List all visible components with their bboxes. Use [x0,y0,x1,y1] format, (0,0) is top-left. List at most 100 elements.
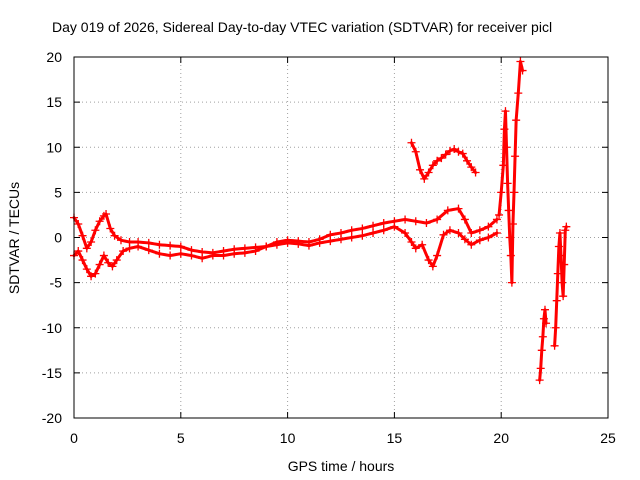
data-point [125,244,134,253]
data-point [294,239,303,248]
series-late-cluster-22-23h [550,222,571,350]
data-point [144,246,153,255]
data-point [484,233,493,242]
data-point [104,258,113,267]
y-tick-label: -5 [50,275,63,291]
data-point [262,242,271,251]
data-point [454,228,463,237]
data-point [102,210,111,219]
data-point [78,231,87,240]
series-spike-near-20h [495,57,527,287]
data-point [450,145,459,154]
data-point [536,364,545,373]
data-point [390,222,399,231]
data-point [82,265,91,274]
data-point [379,226,388,235]
data-point [538,332,547,341]
data-point [441,150,450,159]
data-point [502,143,511,152]
data-point [251,247,260,256]
data-point [561,226,570,235]
data-point [499,161,508,170]
data-point [537,346,546,355]
data-point [552,296,561,305]
data-point [540,305,549,314]
data-point [87,238,96,247]
data-point [428,161,437,170]
data-point [155,240,164,249]
data-point [407,138,416,147]
data-point [87,272,96,281]
data-point [497,188,506,197]
data-point [424,256,433,265]
x-tick-label: 20 [493,430,509,446]
data-point [95,260,104,269]
data-point [460,215,469,224]
data-point [304,241,313,250]
data-point [512,116,521,125]
data-point [454,147,463,156]
data-point [112,256,121,265]
data-point [230,249,239,258]
data-point [411,147,420,156]
data-point [219,251,228,260]
x-axis-label: GPS time / hours [288,458,395,474]
x-tick-label: 0 [70,430,78,446]
data-point [379,219,388,228]
data-point [492,215,501,224]
chart-title: Day 019 of 2026, Sidereal Day-to-day VTE… [52,19,552,35]
data-point [458,149,467,158]
y-tick-label: 20 [46,49,62,65]
data-point [208,251,217,260]
data-point [506,251,515,260]
data-point [443,206,452,215]
data-point [467,163,476,172]
data-point [428,262,437,271]
data-point [347,233,356,242]
y-tick-label: -20 [42,410,62,426]
data-point [144,238,153,247]
data-point [416,165,425,174]
series-upper-arc [407,138,480,183]
data-point [411,244,420,253]
data-point [484,222,493,231]
data-series [70,57,571,385]
y-tick-label: -15 [42,365,62,381]
data-point [516,57,525,66]
series-late-cluster-22h [535,305,551,385]
data-point [437,154,446,163]
data-point [475,226,484,235]
data-point [176,249,185,258]
data-point [439,230,448,239]
data-point [369,221,378,230]
data-point [463,156,472,165]
data-point [283,238,292,247]
data-point [511,152,520,161]
data-point [467,228,476,237]
data-point [134,242,143,251]
data-point [401,215,410,224]
data-point [554,242,563,251]
series-main-band-lower [70,222,501,281]
data-point [542,319,551,328]
data-point [420,174,429,183]
data-point [557,251,566,260]
data-point [116,236,125,245]
series-trace [497,60,525,285]
data-point [187,251,196,260]
data-point [411,217,420,226]
y-tick-label: 5 [54,184,62,200]
data-point [555,228,564,237]
data-point [503,179,512,188]
data-point [504,206,513,215]
data-point [337,235,345,244]
data-point [198,254,207,263]
y-tick-label: 10 [46,139,62,155]
data-point [467,240,476,249]
data-point [272,240,281,249]
data-point [74,219,83,228]
data-point [558,278,567,287]
data-point [445,226,454,235]
data-point [562,222,571,231]
data-point [507,278,516,287]
